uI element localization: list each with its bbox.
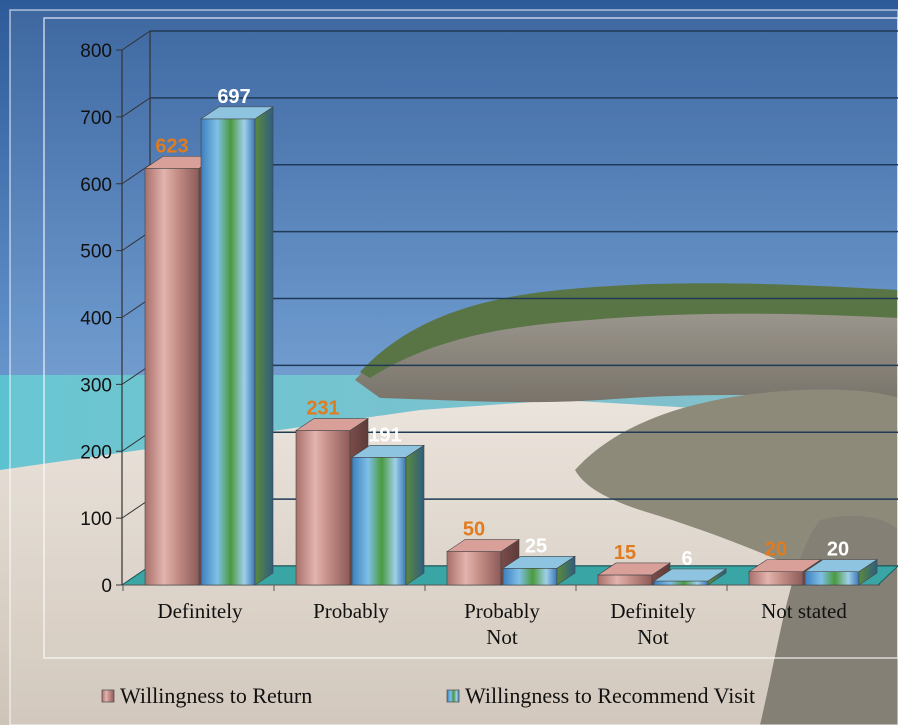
y-tick-label: 200 [80,442,112,463]
legend: Willingness to Return Willingness to Reco… [101,683,755,708]
bar-top [446,539,520,552]
category-label: Probably [464,599,540,623]
category-label: Definitely [157,599,243,623]
bar-top [653,568,727,582]
bars [144,106,878,586]
bar-top [295,418,369,431]
y-tick-label: 800 [80,41,112,62]
data-label: 15 [614,542,636,564]
gridline-diagonal [121,97,151,118]
y-tick-label: 100 [80,509,112,530]
category-labels: Definitely Probably ProbablyNotDefinitelyN… [122,585,847,649]
bar-top [502,555,576,569]
legend-item: Willingness to Return [101,683,312,708]
bar-top [351,444,425,458]
bar [653,568,727,586]
bar-front [653,580,709,586]
legend-item: Willingness to Recommend Visit [446,683,755,708]
data-label: 50 [463,519,485,541]
bar-front [295,430,351,586]
data-label: 231 [306,398,339,420]
bar-front [200,118,256,586]
bar-front [446,551,502,586]
bar [200,106,274,586]
data-label: 623 [155,135,188,157]
data-labels: 623 697 231 191 50 25 15 6 20 20 [155,86,849,570]
y-tick-label: 600 [80,175,112,196]
bar-top [597,562,671,576]
bar [351,444,425,586]
data-label: 191 [368,424,401,446]
data-label: 697 [217,86,250,108]
y-tick-label: 0 [101,576,112,597]
data-label: 25 [525,535,547,557]
category-label: Not [486,625,518,649]
bar-front [804,571,860,586]
legend-swatch [101,689,115,703]
data-label: 20 [765,539,787,561]
category-label: Probably [313,599,389,623]
bar-side [405,444,425,586]
bar [804,559,878,586]
bar [502,555,576,586]
y-axis: 0 100 200 300 400 500 600 700 800 [80,31,151,597]
legend-label: Willingness to Return [120,683,312,708]
bar-top [200,106,274,120]
data-label: 20 [827,539,849,561]
bar-top [748,559,822,572]
bar-top [804,559,878,572]
y-tick-label: 400 [80,309,112,330]
category-label: Not stated [761,599,847,623]
y-tick-label: 700 [80,108,112,129]
category-label: Definitely [610,599,696,623]
bar-front [748,571,804,586]
bar-side [254,106,274,586]
y-tick-label: 500 [80,242,112,263]
data-label: 6 [681,548,692,570]
category-label: Not [637,625,669,649]
bar-front [144,168,200,586]
gridline-diagonal [121,30,151,51]
bar-front [351,456,407,586]
y-tick-label: 300 [80,375,112,396]
bar [748,559,822,586]
legend-swatch [446,689,460,703]
bar-front [502,567,558,586]
legend-label: Willingness to Recommend Visit [465,683,755,708]
bar-front [597,574,653,586]
